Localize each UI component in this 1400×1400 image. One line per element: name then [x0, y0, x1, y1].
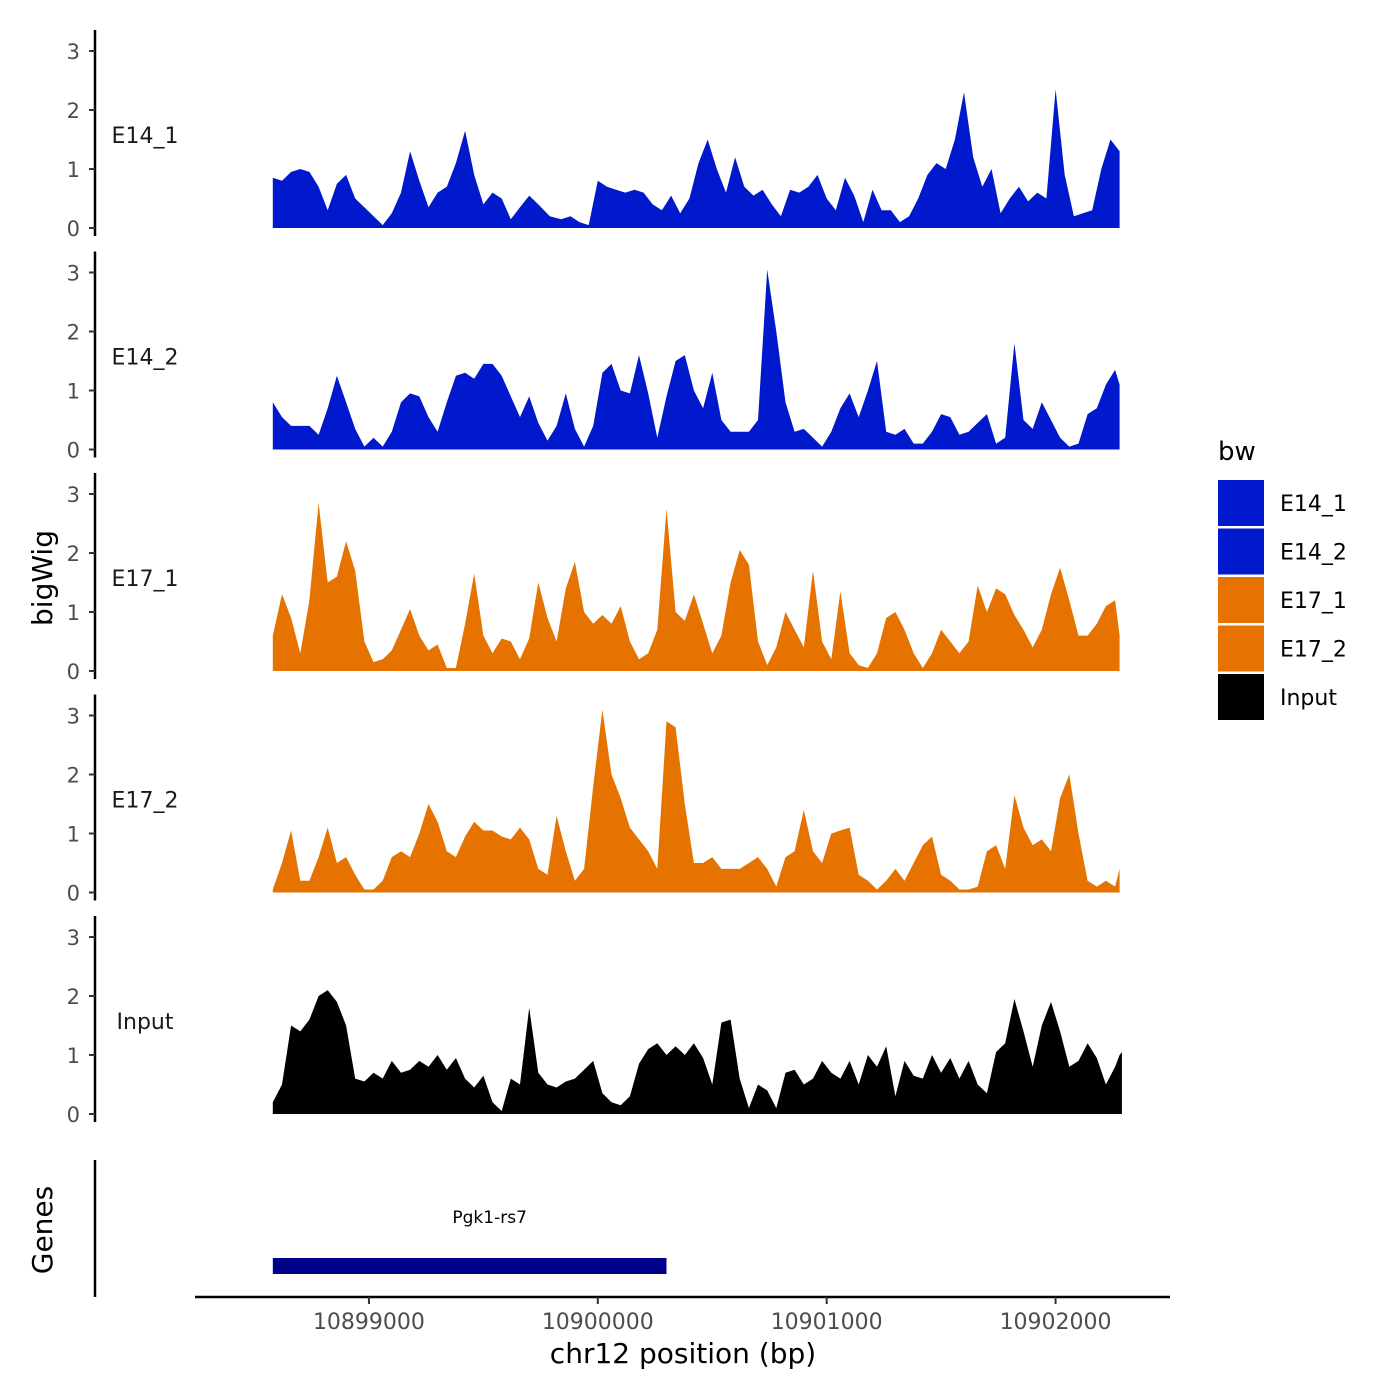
legend-title: bw — [1218, 437, 1256, 467]
track-label: Input — [117, 1010, 174, 1035]
y-tick-label: 1 — [67, 158, 80, 182]
signal-area — [272, 269, 1120, 450]
genes-label: Genes — [26, 1186, 59, 1274]
y-tick-label: 2 — [67, 764, 80, 788]
legend-label: Input — [1280, 686, 1337, 711]
y-tick-label: 3 — [67, 705, 80, 729]
signal-area — [272, 990, 1122, 1114]
track-label: E14_1 — [112, 124, 179, 149]
track-e17-1: 0 1 2 3 E17_1 — [67, 473, 1120, 684]
signal-area — [272, 709, 1120, 893]
track-label: E17_1 — [112, 567, 179, 592]
tracks-layer: 0 1 2 3 E14_1 0 1 2 3 E14_2 0 1 2 3 E17_1 0 1 2 3 E17_2 0 1 2 3… — [67, 30, 1122, 1127]
y-tick-label: 2 — [67, 985, 80, 1009]
y-tick-label: 3 — [67, 262, 80, 286]
gene-name-label: Pgk1-rs7 — [452, 1208, 527, 1228]
track-e14-1: 0 1 2 3 E14_1 — [67, 30, 1120, 241]
legend-swatch — [1218, 674, 1264, 720]
x-tick-label: 10899000 — [313, 1310, 425, 1335]
track-e14-2: 0 1 2 3 E14_2 — [67, 251, 1120, 463]
x-axis-label: chr12 position (bp) — [550, 1337, 816, 1370]
y-tick-label: 1 — [67, 1044, 80, 1068]
x-tick-label: 10900000 — [542, 1310, 654, 1335]
legend-swatch — [1218, 577, 1264, 623]
y-tick-label: 2 — [67, 321, 80, 345]
x-tick-label: 10902000 — [1000, 1310, 1112, 1335]
y-tick-label: 0 — [67, 660, 80, 684]
legend-label: E17_2 — [1280, 638, 1347, 663]
signal-area — [272, 502, 1120, 671]
y-tick-label: 3 — [67, 483, 80, 507]
signal-area — [272, 89, 1120, 228]
x-tick-label: 10901000 — [771, 1310, 883, 1335]
y-tick-label: 0 — [67, 882, 80, 906]
y-tick-label: 2 — [67, 542, 80, 566]
y-tick-label: 0 — [67, 439, 80, 463]
track-input: 0 1 2 3 Input — [67, 916, 1122, 1127]
y-axis-label: bigWig — [26, 530, 59, 626]
y-tick-label: 1 — [67, 823, 80, 847]
gene-body — [272, 1258, 667, 1274]
track-label: E14_2 — [112, 346, 179, 371]
legend: bw E14_1 E14_2 E17_1 E17_2 Input — [1218, 437, 1347, 720]
legend-label: E17_1 — [1280, 589, 1347, 614]
track-label: E17_2 — [112, 789, 179, 814]
y-tick-label: 2 — [67, 99, 80, 123]
y-tick-label: 1 — [67, 601, 80, 625]
y-tick-label: 3 — [67, 40, 80, 64]
legend-swatch — [1218, 480, 1264, 526]
x-axis: 10899000 10900000 10901000 10902000 — [195, 1295, 1170, 1335]
legend-label: E14_1 — [1280, 492, 1347, 517]
legend-label: E14_2 — [1280, 541, 1347, 566]
genes-layer: Pgk1-rs7 — [93, 1160, 667, 1297]
y-tick-label: 3 — [67, 926, 80, 950]
y-tick-label: 0 — [67, 217, 80, 241]
track-e17-2: 0 1 2 3 E17_2 — [67, 694, 1120, 906]
legend-swatch — [1218, 528, 1264, 575]
legend-swatch — [1218, 625, 1264, 672]
y-tick-label: 1 — [67, 380, 80, 404]
y-tick-label: 0 — [67, 1103, 80, 1127]
